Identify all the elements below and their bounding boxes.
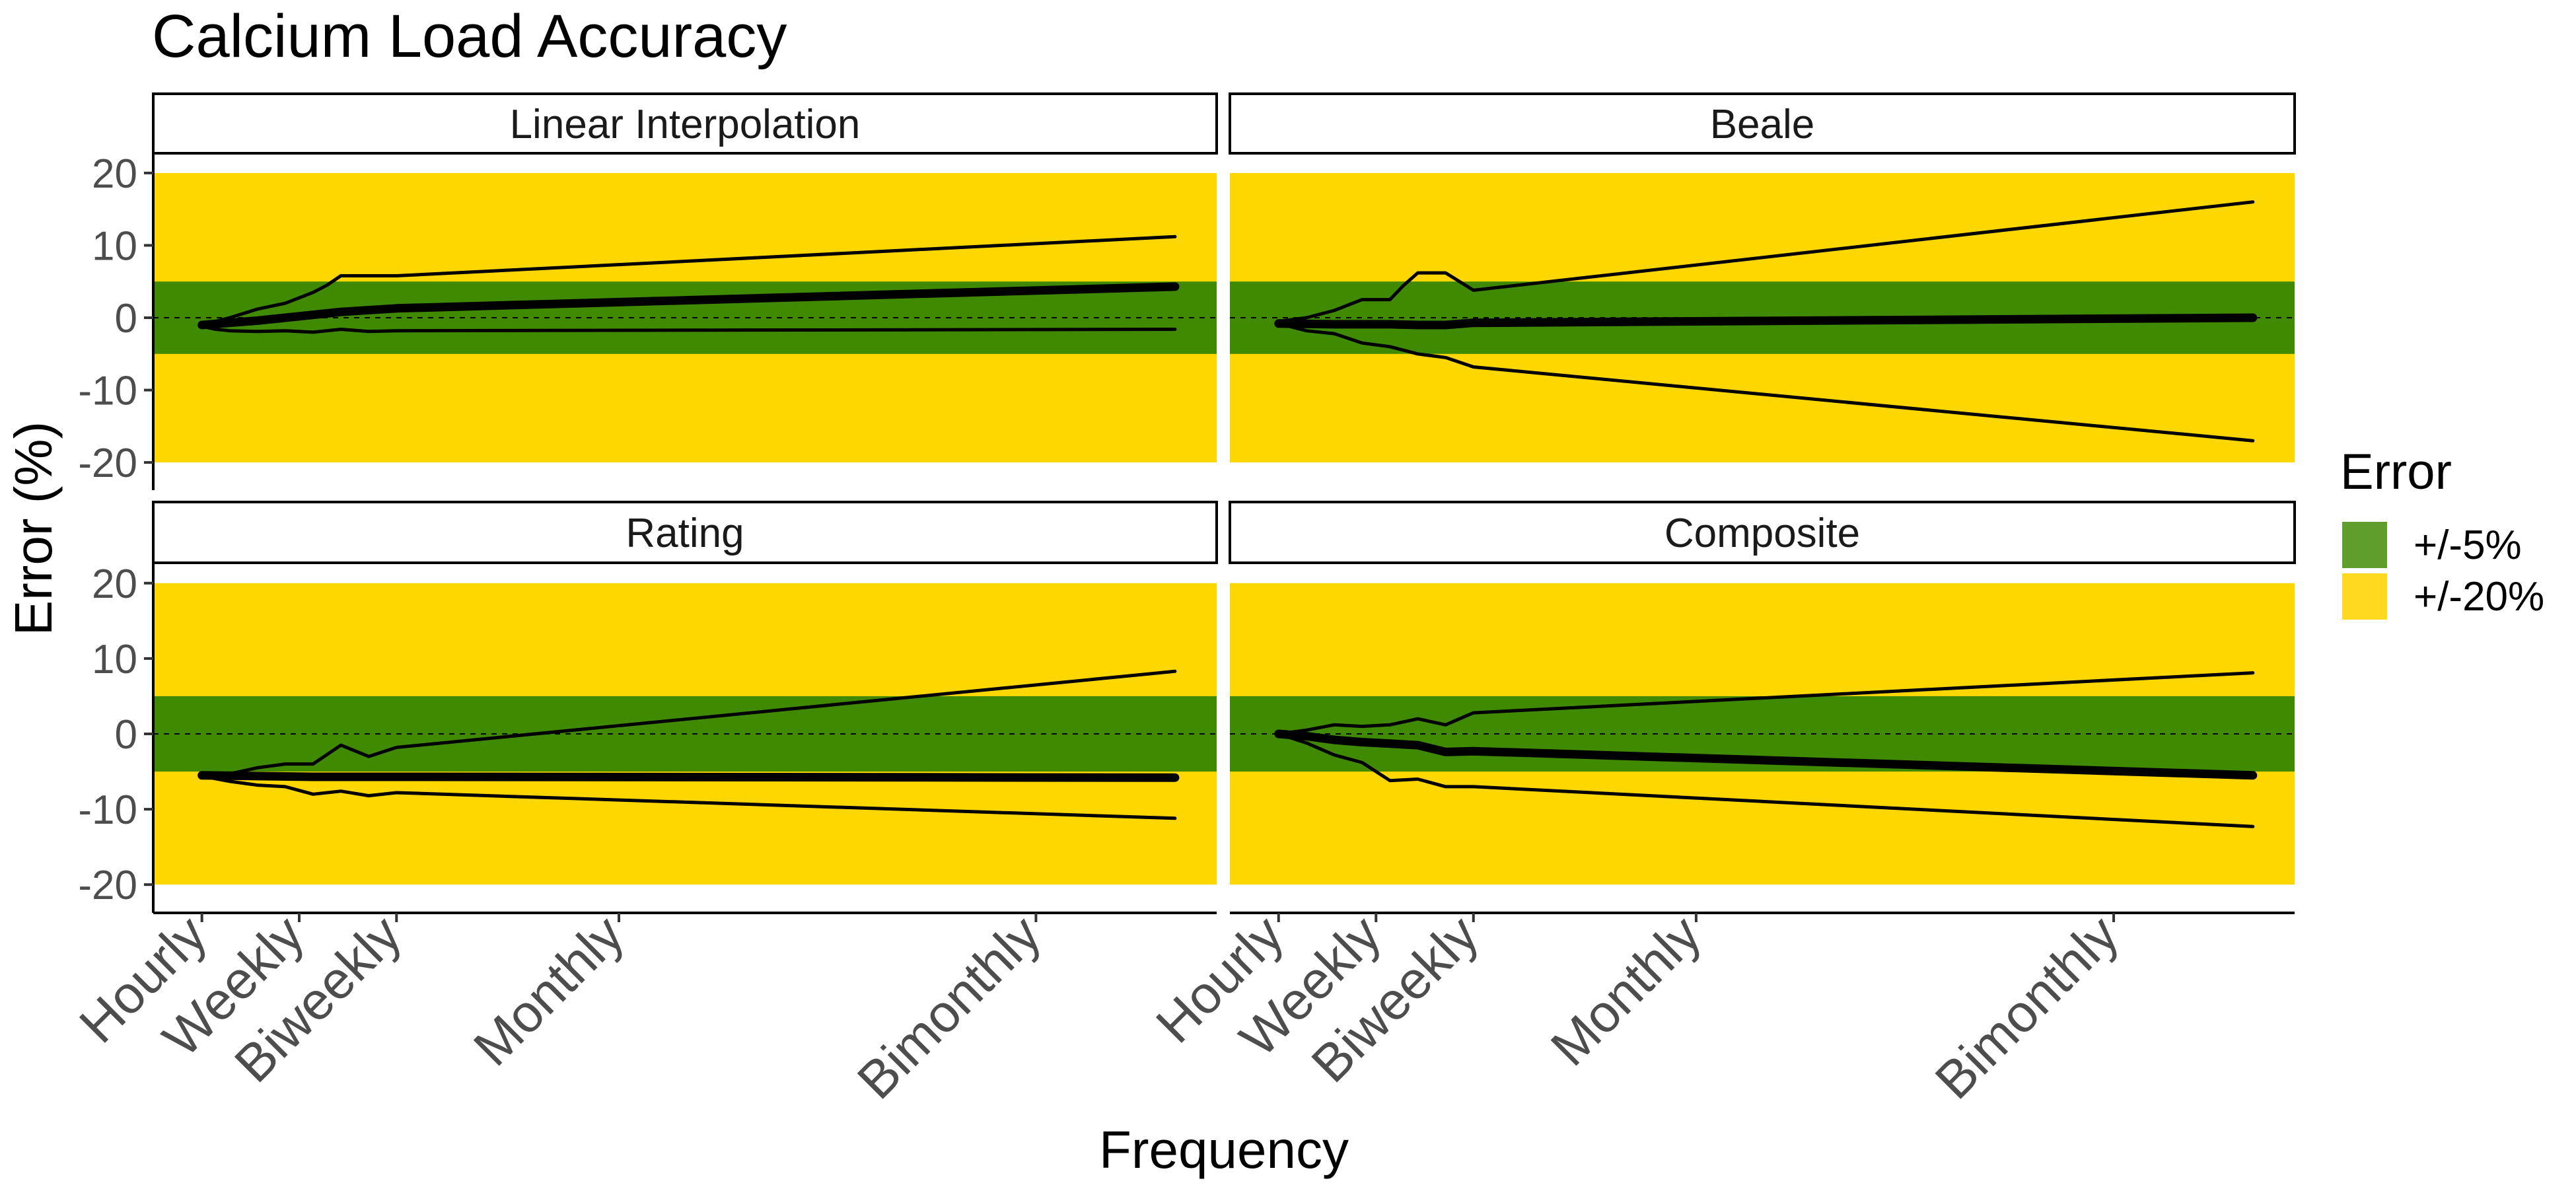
series-upper-line-composite [1277, 671, 2255, 736]
panel-strip-label-composite: Composite [1664, 511, 1860, 556]
y-tick-label-rating-0: -20 [78, 863, 137, 908]
legend: Error +/-5% +/-20% [2340, 444, 2544, 620]
chart-title: Calcium Load Accuracy [152, 3, 787, 70]
panels-group: Linear Interpolation -20 -10 0 10 20 Beale Rati… [68, 92, 2296, 1110]
panel-strip-linear-interpolation [152, 92, 1218, 155]
y-tick-label-linear-interpolation-0: -20 [78, 441, 137, 486]
panel-strip-rating [152, 501, 1218, 564]
series-lower-line-beale [1277, 322, 2255, 443]
y-tick-label-rating-1: -10 [78, 787, 137, 833]
y-axis-label: Error (%) [4, 421, 63, 635]
x-tick-label-rating-4: Bimonthly [846, 904, 1052, 1110]
panel-strip-label-linear-interpolation: Linear Interpolation [510, 102, 861, 147]
series-lower-line-composite [1277, 732, 2255, 828]
panel-strip-label-rating: Rating [626, 511, 744, 556]
x-tick-label-rating-3: Monthly [462, 904, 635, 1077]
legend-swatch-5 [2342, 522, 2387, 568]
series-lower-line-linear-interpolation [200, 324, 1177, 334]
panel-strip-composite [1229, 501, 2296, 564]
y-tick-label-linear-interpolation-3: 10 [92, 223, 137, 269]
series-median-line-linear-interpolation [197, 282, 1180, 330]
panel-strip-label-beale: Beale [1710, 102, 1815, 147]
y-tick-label-linear-interpolation-1: -10 [78, 369, 137, 414]
legend-entries: +/-5% +/-20% [2342, 522, 2544, 620]
legend-swatch-20 [2342, 573, 2387, 620]
y-tick-label-rating-2: 0 [115, 712, 137, 758]
y-tick-label-linear-interpolation-2: 0 [115, 296, 137, 342]
y-tick-label-rating-4: 20 [92, 561, 137, 607]
legend-label-20: +/-20% [2414, 574, 2544, 620]
panel-beale: Beale [1229, 92, 2296, 463]
legend-title: Error [2340, 444, 2452, 500]
panel-strip-beale [1229, 92, 2296, 155]
series-upper-line-beale [1277, 200, 2255, 323]
series-median-line-rating [197, 771, 1180, 782]
x-axis-label: Frequency [1099, 1120, 1349, 1179]
x-tick-label-composite-3: Monthly [1540, 904, 1712, 1077]
y-tick-label-rating-3: 10 [92, 637, 137, 682]
series-median-line-beale [1274, 313, 2258, 330]
legend-label-5: +/-5% [2414, 522, 2522, 568]
y-tick-label-linear-interpolation-4: 20 [92, 151, 137, 197]
series-lower-line-rating [200, 774, 1177, 820]
panel-linear-interpolation: Linear Interpolation -20 -10 0 10 20 [78, 92, 1218, 490]
series-median-line-composite [1274, 729, 2258, 780]
x-tick-label-composite-4: Bimonthly [1924, 904, 2129, 1110]
